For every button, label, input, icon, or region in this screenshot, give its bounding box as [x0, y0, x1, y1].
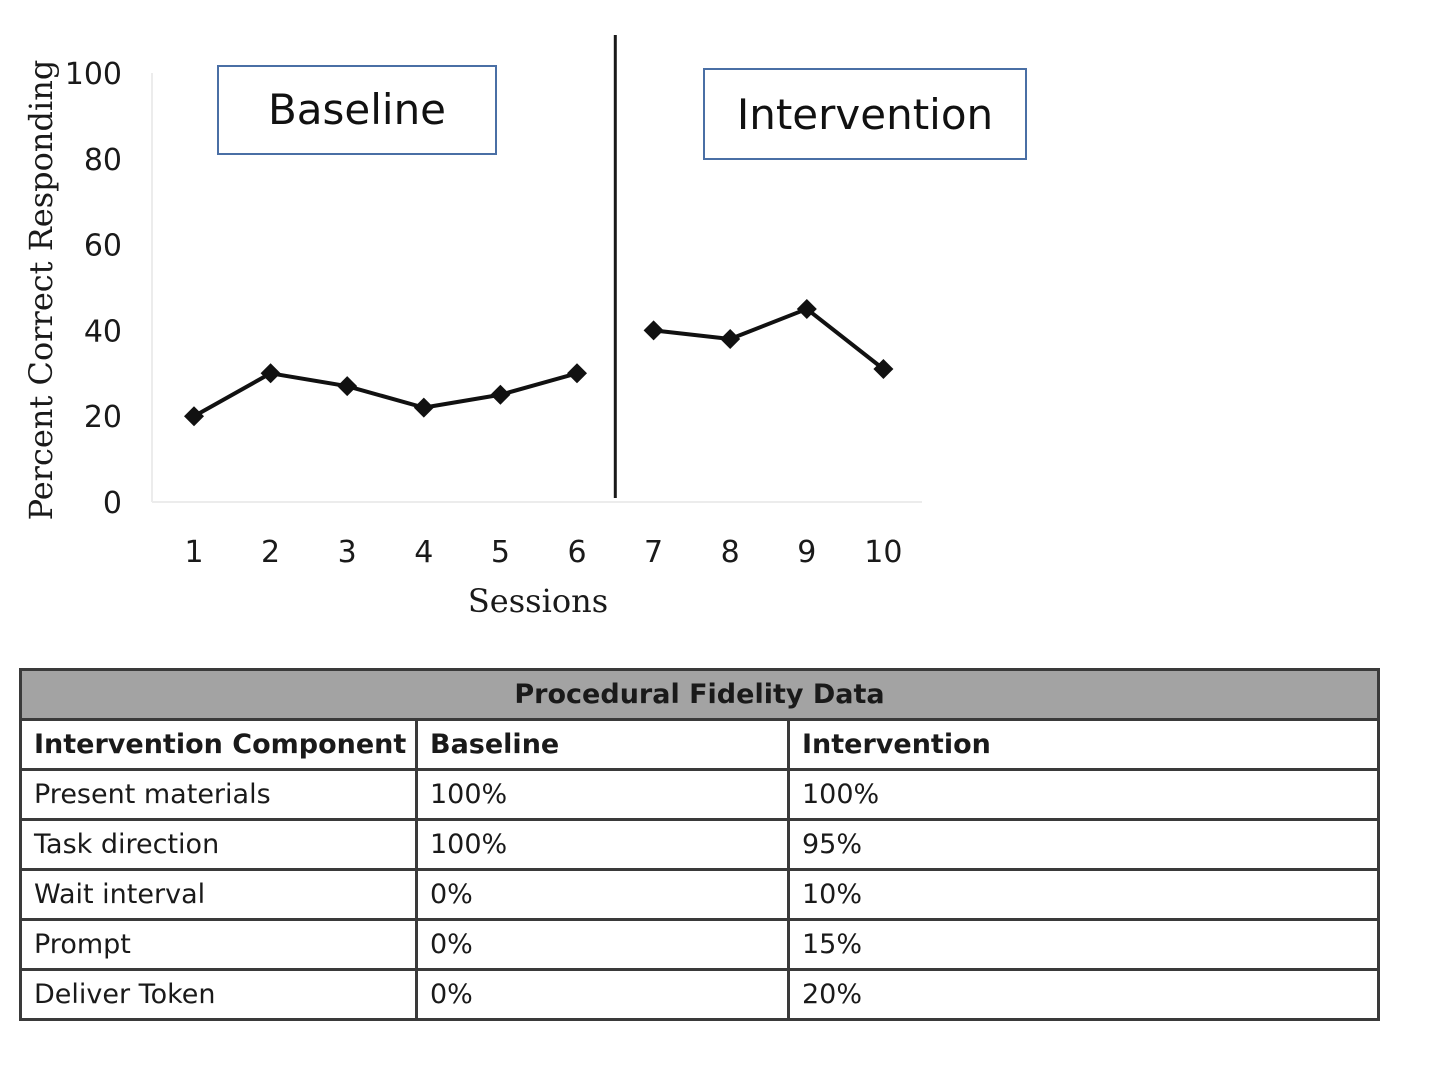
table-cell: Present materials — [19, 768, 418, 821]
x-tick-label: 2 — [261, 535, 280, 570]
data-point — [184, 406, 204, 427]
x-axis-title: Sessions — [468, 582, 608, 620]
intervention-label-box — [703, 68, 1027, 160]
column-header-baseline: Baseline — [415, 718, 790, 771]
data-point — [720, 328, 741, 349]
x-tick-label: 7 — [644, 535, 663, 570]
intervention-label: Intervention — [737, 90, 993, 139]
baseline-label: Baseline — [268, 85, 446, 134]
x-tick-label: 6 — [567, 535, 586, 570]
table-row: Wait interval 0% 10% — [19, 868, 1381, 921]
x-tick-label: 9 — [797, 535, 816, 570]
table-cell: 95% — [786, 818, 1381, 871]
y-tick-label: 60 — [84, 229, 122, 264]
x-tick-label: 8 — [721, 535, 740, 570]
x-tick-label: 5 — [491, 535, 510, 570]
y-axis-title: Percent Correct Responding — [22, 60, 60, 521]
table-title: Procedural Fidelity Data — [18, 668, 1381, 721]
table-row: Present materials 100% 100% — [19, 768, 1381, 821]
table-title-row: Procedural Fidelity Data — [18, 668, 1381, 721]
column-header-component: Intervention Component — [19, 718, 418, 771]
table-cell: Prompt — [19, 918, 418, 971]
data-point — [873, 359, 894, 380]
data-point — [490, 384, 511, 405]
baseline-label-box — [217, 65, 497, 155]
data-point — [567, 363, 587, 384]
table-cell: Task direction — [19, 818, 418, 871]
table-cell: Wait interval — [19, 868, 418, 921]
y-tick-labels: 0 20 40 60 80 100 — [65, 57, 122, 521]
y-tick-label: 80 — [84, 143, 122, 178]
data-series — [184, 298, 894, 427]
table-row: Task direction 100% 95% — [19, 818, 1381, 871]
table-cell: 15% — [786, 918, 1381, 971]
series-line-intervention — [653, 306, 885, 371]
table-cell: 0% — [415, 968, 790, 1021]
x-tick-label: 10 — [864, 535, 902, 570]
y-tick-label: 40 — [84, 314, 122, 349]
x-tick-labels: 1 2 3 4 5 6 7 8 9 10 — [184, 535, 902, 570]
line-chart: Percent Correct Responding Sessions 0 20 4… — [22, 35, 1027, 620]
x-tick-label: 3 — [338, 535, 357, 570]
table-cell: 100% — [786, 768, 1381, 821]
column-header-intervention: Intervention — [786, 718, 1381, 771]
table-cell: 20% — [786, 968, 1381, 1021]
x-tick-label: 1 — [184, 535, 203, 570]
series-line-baseline — [193, 371, 578, 418]
procedural-fidelity-table: Procedural Fidelity Data Intervention Co… — [18, 668, 1381, 1021]
table-cell: 0% — [415, 868, 790, 921]
table-row: Deliver Token 0% 20% — [19, 968, 1381, 1021]
y-tick-label: 20 — [84, 400, 122, 435]
table-cell: 100% — [415, 768, 790, 821]
x-tick-label: 4 — [414, 535, 433, 570]
data-point — [260, 363, 281, 384]
table-header-row: Intervention Component Baseline Interven… — [19, 718, 1381, 771]
table-cell: 100% — [415, 818, 790, 871]
y-tick-label: 100 — [65, 57, 122, 92]
table-cell: Deliver Token — [19, 968, 418, 1021]
y-tick-label: 0 — [103, 486, 122, 521]
table-cell: 10% — [786, 868, 1381, 921]
data-point — [796, 298, 817, 319]
data-point — [337, 376, 358, 397]
data-point — [413, 397, 434, 418]
table-row: Prompt 0% 15% — [19, 918, 1381, 971]
data-point — [643, 320, 664, 341]
table-cell: 0% — [415, 918, 790, 971]
